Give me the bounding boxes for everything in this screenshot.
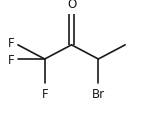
- Text: F: F: [41, 88, 48, 101]
- Text: F: F: [8, 54, 14, 67]
- Text: O: O: [67, 0, 76, 11]
- Text: F: F: [8, 37, 14, 50]
- Text: Br: Br: [92, 88, 105, 101]
